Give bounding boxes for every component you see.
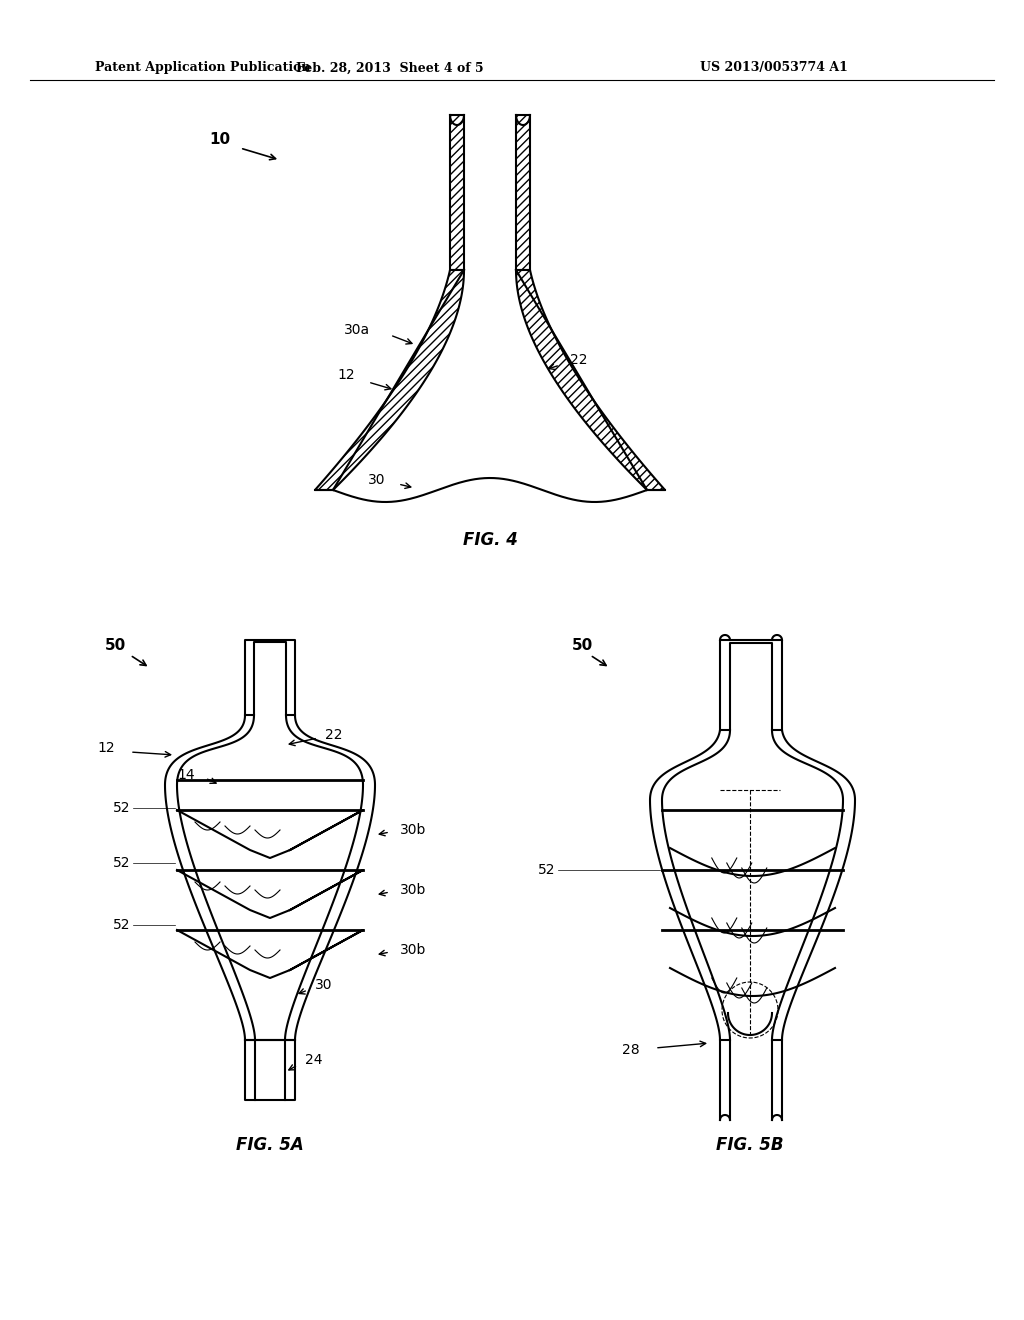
Text: 52: 52 [538, 863, 555, 876]
Text: US 2013/0053774 A1: US 2013/0053774 A1 [700, 62, 848, 74]
Text: 30: 30 [315, 978, 333, 993]
Bar [450, 115, 464, 271]
Polygon shape [772, 730, 855, 1040]
Bar [516, 115, 530, 271]
Polygon shape [165, 715, 255, 1040]
Text: Patent Application Publication: Patent Application Publication [95, 62, 310, 74]
Polygon shape [516, 271, 665, 490]
Text: 10: 10 [209, 132, 230, 148]
Text: 28: 28 [623, 1043, 640, 1057]
Text: Feb. 28, 2013  Sheet 4 of 5: Feb. 28, 2013 Sheet 4 of 5 [296, 62, 483, 74]
Text: 12: 12 [337, 368, 355, 381]
Text: 30b: 30b [400, 942, 426, 957]
Text: 30a: 30a [344, 323, 370, 337]
Bar [450, 115, 464, 271]
Text: 30b: 30b [400, 822, 426, 837]
Polygon shape [650, 730, 730, 1040]
Text: 50: 50 [105, 638, 126, 652]
Bar [516, 115, 530, 271]
Polygon shape [285, 715, 375, 1040]
Text: 14: 14 [177, 768, 195, 781]
Text: 52: 52 [113, 801, 130, 814]
Text: 30b: 30b [400, 883, 426, 898]
Text: 22: 22 [325, 729, 342, 742]
Text: 50: 50 [572, 638, 593, 652]
Text: FIG. 5A: FIG. 5A [237, 1137, 304, 1154]
Text: 30: 30 [368, 473, 385, 487]
Text: 52: 52 [113, 855, 130, 870]
Text: 22: 22 [570, 352, 588, 367]
Text: FIG. 5B: FIG. 5B [716, 1137, 783, 1154]
Text: FIG. 4: FIG. 4 [463, 531, 517, 549]
Polygon shape [315, 271, 464, 490]
Text: 24: 24 [305, 1053, 323, 1067]
Text: 52: 52 [113, 917, 130, 932]
Text: 12: 12 [97, 741, 115, 755]
